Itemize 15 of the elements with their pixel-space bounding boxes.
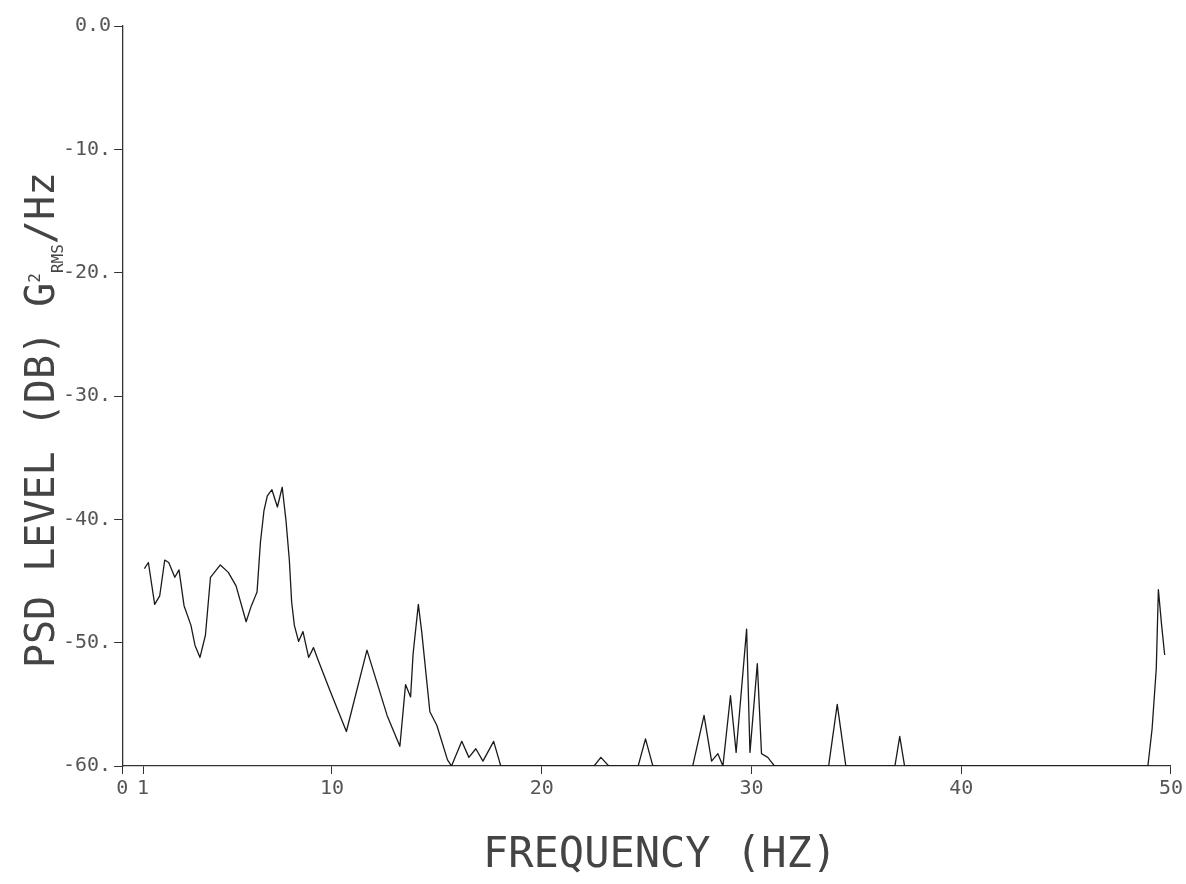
x-tick-label: 10 (319, 775, 344, 800)
x-tick-label: 1 (137, 775, 150, 800)
x-axis-title: FREQUENCY (HZ) (482, 828, 838, 877)
x-tick-label: 30 (739, 775, 764, 800)
y-tick-label: -30. (62, 382, 112, 407)
y-tick-label: -10. (62, 135, 112, 160)
y-tick-label: 0.0 (75, 12, 112, 37)
x-tick-label: 50 (1158, 775, 1184, 800)
y-tick-label: -50. (62, 628, 112, 653)
y-tick-label: -40. (62, 505, 112, 530)
y-tick-label: -20. (62, 258, 112, 283)
x-tick-label: 40 (949, 775, 974, 800)
x-tick-label: 0 (116, 775, 129, 800)
x-tick-label: 20 (529, 775, 554, 800)
y-tick-label: -60. (62, 752, 112, 777)
